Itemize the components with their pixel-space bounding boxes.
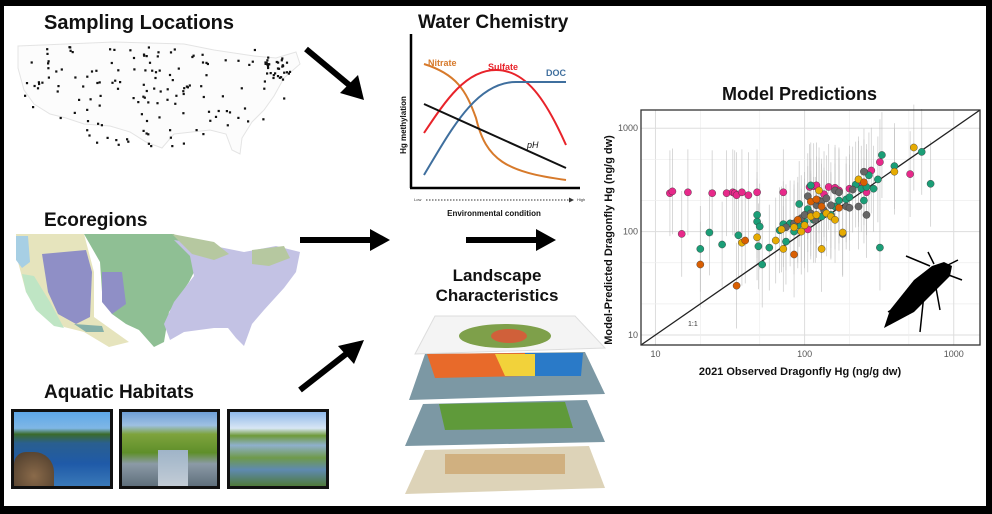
data-point-pink: [677, 230, 686, 238]
svg-text:1000: 1000: [944, 349, 964, 359]
wetland-lily-pad-photo: [227, 409, 329, 489]
data-point-orange: [812, 195, 821, 204]
data-point-orange: [817, 202, 826, 211]
data-point-pink: [744, 191, 753, 199]
data-point-teal: [753, 211, 761, 219]
landscape-layer-stack: [405, 315, 607, 494]
y-axis-label: Model-Predicted Dragonfly Hg (ng/g dw): [603, 135, 615, 345]
data-point-teal: [795, 200, 803, 208]
data-point-gray: [845, 204, 854, 212]
water-chemistry-title: Water Chemistry: [418, 12, 569, 33]
svg-text:Low: Low: [414, 197, 421, 202]
svg-text:1000: 1000: [618, 123, 638, 133]
one-to-one-label: 1:1: [688, 321, 698, 328]
data-point-teal: [869, 184, 878, 193]
data-point-gold: [909, 143, 918, 152]
data-point-teal: [755, 222, 764, 231]
data-point-teal: [926, 180, 935, 188]
data-point-gold: [831, 216, 839, 224]
data-point-teal: [860, 196, 868, 205]
data-point-pink: [906, 170, 914, 178]
data-point-gold: [815, 186, 823, 195]
arrow-to-water-chemistry: [304, 46, 364, 100]
data-point-gold: [812, 211, 821, 219]
data-point-gold: [890, 167, 899, 176]
data-point-teal: [705, 228, 714, 237]
data-point-teal: [874, 175, 882, 184]
ph-label: pH: [526, 140, 539, 150]
data-point-gold: [838, 228, 847, 237]
model-predictions-title: Model Predictions: [722, 84, 878, 104]
data-point-gray: [862, 211, 871, 219]
data-point-teal: [765, 243, 774, 252]
data-point-pink: [738, 188, 746, 197]
data-point-gold: [753, 233, 761, 242]
arrow-from-habitats: [298, 340, 364, 393]
svg-text:10: 10: [650, 349, 660, 359]
landscape-characteristics-title: Landscape Characteristics: [435, 266, 559, 305]
svg-text:10: 10: [628, 330, 638, 340]
data-point-gold: [797, 227, 806, 236]
data-point-orange: [793, 216, 802, 224]
mountain-lake-photo: [11, 409, 113, 489]
data-point-teal: [754, 242, 763, 251]
x-axis-label: 2021 Observed Dragonfly Hg (ng/g dw): [699, 366, 902, 378]
arrow-to-landscape: [300, 229, 390, 251]
data-point-gold: [800, 221, 809, 230]
water-chemistry-chart: Hg methylation Nitrate Sulfate DOC pH Lo…: [399, 34, 585, 218]
data-point-gray: [835, 188, 843, 197]
doc-label: DOC: [546, 68, 567, 78]
data-point-teal: [734, 231, 743, 240]
data-point-gold: [790, 223, 798, 232]
data-point-teal: [758, 260, 766, 269]
ecoregions-map: [16, 234, 300, 347]
arrow-to-model-predictions: [466, 229, 556, 251]
model-predictions-scatter-plot: Model-Predicted Dragonfly Hg (ng/g dw) 2…: [603, 104, 981, 378]
sampling-locations-map: [17, 41, 301, 155]
data-point-gold: [817, 245, 826, 253]
data-point-pink: [708, 189, 716, 197]
data-point-pink: [876, 158, 884, 166]
data-point-orange: [860, 178, 868, 187]
data-point-orange: [732, 281, 741, 290]
river-photo: [119, 409, 220, 489]
data-point-teal: [835, 196, 843, 205]
hg-methylation-axis-label: Hg methylation: [399, 96, 408, 154]
data-point-teal: [876, 243, 884, 252]
data-point-pink: [824, 183, 833, 191]
data-point-orange: [696, 260, 705, 269]
data-point-pink: [684, 188, 692, 197]
data-point-pink: [668, 187, 677, 196]
nitrate-label: Nitrate: [428, 58, 457, 68]
ecoregions-title: Ecoregions: [44, 210, 148, 231]
data-point-gold: [779, 245, 788, 253]
aquatic-habitats-title: Aquatic Habitats: [44, 382, 194, 403]
data-point-teal: [917, 148, 926, 156]
svg-text:100: 100: [797, 349, 812, 359]
data-point-teal: [845, 193, 854, 201]
data-point-gray: [822, 194, 831, 203]
data-point-pink: [753, 188, 761, 197]
sampling-locations-title: Sampling Locations: [44, 12, 235, 34]
data-point-orange: [790, 250, 798, 259]
data-point-orange: [741, 236, 749, 245]
sulfate-label: Sulfate: [488, 62, 518, 72]
data-point-teal: [696, 245, 705, 253]
data-point-gray: [860, 167, 868, 176]
data-point-teal: [718, 240, 726, 249]
data-point-orange: [835, 204, 843, 212]
data-point-gold: [771, 236, 780, 245]
data-point-gray: [854, 202, 863, 211]
data-point-teal: [782, 237, 790, 246]
data-point-teal: [878, 151, 886, 159]
data-point-gold: [777, 225, 786, 234]
svg-text:100: 100: [623, 227, 638, 237]
environmental-condition-axis-label: Environmental condition: [447, 209, 541, 218]
svg-text:High: High: [577, 197, 585, 202]
data-point-pink: [779, 188, 788, 197]
data-point-gray: [848, 185, 857, 194]
data-point-gray: [827, 201, 835, 209]
dragonfly-nymph-silhouette-icon: [884, 251, 963, 333]
data-point-teal: [806, 181, 815, 190]
